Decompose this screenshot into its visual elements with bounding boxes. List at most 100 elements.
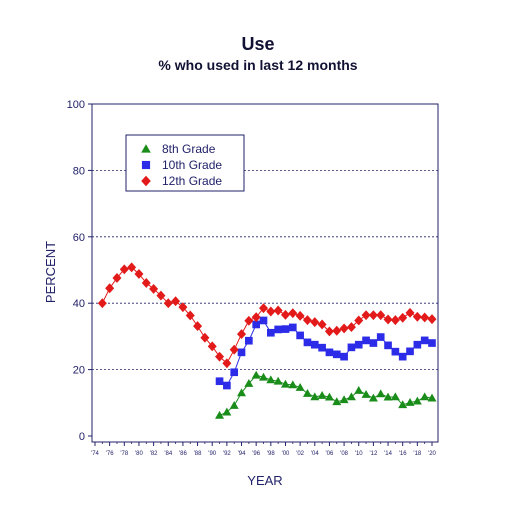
- data-point: [317, 390, 327, 399]
- x-tick-label: '84: [164, 451, 172, 457]
- x-axis-ticks: '74 '76 '78 '80 '82 '84 '86 '88 '90 '92 '94 '96 '98 '…: [91, 442, 437, 457]
- data-point: [412, 396, 422, 405]
- legend-marker: [141, 144, 151, 153]
- data-point: [295, 383, 305, 391]
- data-point: [266, 375, 276, 384]
- data-point: [229, 344, 239, 355]
- y-axis-label: PERCENT: [43, 241, 58, 303]
- y-tick-label: 0: [79, 431, 85, 443]
- data-point: [332, 350, 341, 359]
- data-point: [398, 352, 407, 361]
- data-point: [354, 386, 364, 394]
- legend-marker: [141, 175, 151, 187]
- x-tick-label: '14: [384, 451, 392, 457]
- data-point: [127, 262, 137, 273]
- data-point: [267, 328, 275, 337]
- x-tick-label: '18: [413, 451, 421, 457]
- data-point: [237, 348, 246, 357]
- data-point: [324, 392, 334, 401]
- data-point: [273, 376, 283, 385]
- data-point: [237, 388, 247, 397]
- data-point: [390, 315, 400, 326]
- data-point: [368, 310, 378, 321]
- x-tick-label: '12: [369, 451, 377, 457]
- x-tick-label: '10: [355, 451, 363, 457]
- data-point: [420, 392, 430, 401]
- data-point: [245, 336, 253, 345]
- x-tick-label: '78: [120, 451, 128, 457]
- x-tick-label: '86: [179, 451, 187, 457]
- data-point: [288, 323, 297, 332]
- data-point: [273, 305, 283, 316]
- plot-area: [91, 103, 439, 443]
- x-tick-label: '88: [194, 451, 202, 457]
- data-point: [390, 392, 400, 401]
- x-tick-label: '06: [326, 451, 334, 457]
- data-point: [215, 351, 225, 362]
- x-axis-label: YEAR: [247, 473, 282, 488]
- data-point: [339, 395, 349, 404]
- y-tick-label: 40: [73, 298, 85, 310]
- data-point: [230, 368, 239, 377]
- y-tick-label: 60: [73, 232, 85, 244]
- data-point: [339, 323, 349, 334]
- data-point: [324, 326, 334, 337]
- data-point: [302, 315, 312, 326]
- data-point: [222, 358, 232, 369]
- data-point: [215, 377, 224, 386]
- data-point: [412, 311, 422, 322]
- x-tick-label: '04: [311, 451, 319, 457]
- x-tick-label: '90: [208, 451, 216, 457]
- data-point: [368, 393, 378, 402]
- data-point: [376, 333, 385, 341]
- chart-subtitle: % who used in last 12 months: [158, 57, 357, 73]
- data-point: [207, 341, 217, 352]
- x-tick-label: '74: [91, 451, 99, 457]
- data-point: [223, 381, 231, 390]
- x-tick-label: '20: [428, 451, 436, 457]
- data-point: [259, 303, 268, 314]
- data-point: [171, 296, 181, 307]
- data-point: [112, 273, 122, 283]
- data-point: [406, 347, 414, 356]
- data-point: [97, 298, 107, 309]
- x-tick-label: '82: [150, 451, 158, 457]
- data-point: [383, 392, 393, 401]
- legend: 8th Grade 10th Grade 12th Grade: [125, 134, 245, 192]
- data-point: [361, 390, 371, 398]
- x-tick-label: '76: [106, 451, 114, 457]
- data-point: [141, 277, 151, 288]
- data-point: [185, 310, 195, 321]
- data-point: [119, 264, 129, 275]
- y-tick-label: 100: [67, 99, 85, 111]
- x-tick-label: '92: [223, 451, 231, 457]
- data-point: [376, 389, 386, 398]
- data-point: [391, 347, 400, 356]
- y-tick-label: 20: [73, 365, 85, 377]
- chart-title: Use: [241, 34, 274, 54]
- data-point: [280, 309, 290, 320]
- data-point: [362, 336, 370, 345]
- data-point: [332, 397, 342, 406]
- data-point: [237, 329, 247, 340]
- data-point: [274, 325, 282, 334]
- series-group: [97, 262, 437, 419]
- data-point: [420, 312, 430, 323]
- data-point: [178, 302, 188, 313]
- data-point: [318, 343, 326, 352]
- data-point: [215, 410, 225, 419]
- data-point: [149, 283, 159, 294]
- data-point: [346, 392, 356, 401]
- data-point: [376, 310, 386, 321]
- data-point: [310, 317, 320, 328]
- data-point: [428, 339, 436, 347]
- x-tick-label: '94: [238, 451, 246, 457]
- series-diamond: [97, 262, 437, 369]
- data-point: [383, 314, 393, 325]
- data-point: [280, 379, 290, 388]
- legend-label: 12th Grade: [162, 174, 222, 188]
- data-point: [295, 310, 305, 321]
- data-point: [325, 348, 334, 357]
- y-axis-ticks: 0 20 40 60 80 100: [67, 99, 92, 443]
- data-point: [229, 400, 239, 409]
